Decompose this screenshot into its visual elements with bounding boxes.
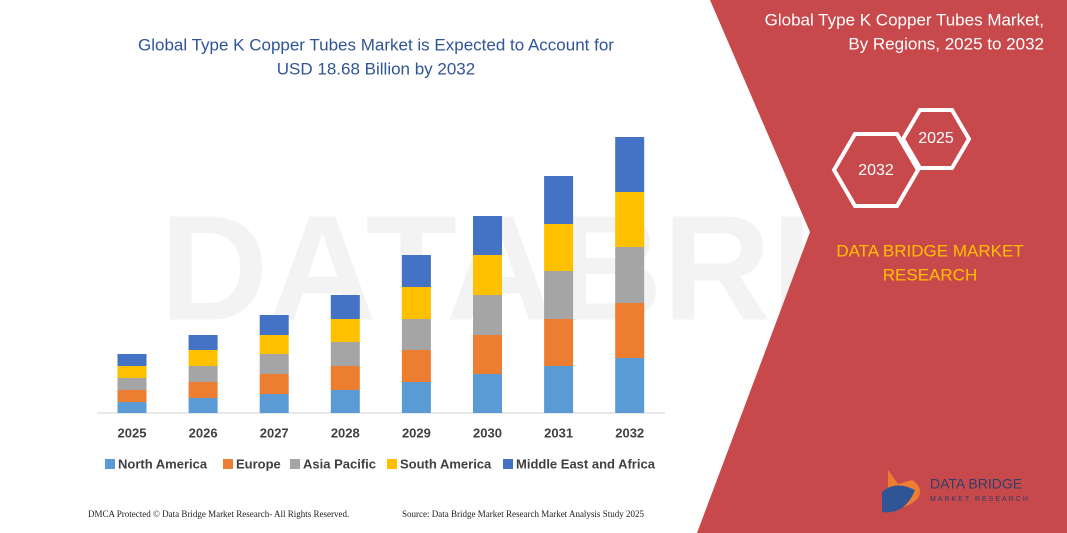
- brand-text: DATA BRIDGE MARKET: [836, 241, 1023, 260]
- x-tick-label: 2030: [473, 425, 502, 440]
- bar-segment: [473, 255, 502, 295]
- bar-segment: [401, 350, 431, 382]
- footer-text: DMCA Protected © Data Bridge Market Rese…: [88, 509, 349, 519]
- bar-segment: [330, 295, 360, 319]
- x-tick-label: 2026: [189, 425, 218, 440]
- bar-segment: [544, 319, 574, 366]
- legend-label: Asia Pacific: [303, 456, 376, 471]
- x-tick-label: 2025: [118, 425, 147, 440]
- bar-segment: [117, 390, 147, 402]
- bar-segment: [330, 319, 360, 342]
- legend-swatch: [105, 459, 115, 469]
- chart-title: USD 18.68 Billion by 2032: [277, 59, 475, 78]
- legend-label: Middle East and Africa: [516, 456, 656, 471]
- x-tick-label: 2032: [615, 425, 644, 440]
- bar-segment: [473, 295, 502, 335]
- bar-segment: [117, 402, 147, 413]
- x-tick-label: 2028: [331, 425, 360, 440]
- legend-swatch: [387, 459, 397, 469]
- bar-segment: [544, 224, 574, 271]
- bar-segment: [473, 374, 502, 413]
- panel-title: Global Type K Copper Tubes Market,: [765, 10, 1044, 29]
- bar-segment: [117, 366, 147, 378]
- bar-segment: [259, 354, 289, 374]
- logo-text: MARKET RESEARCH: [930, 496, 1030, 503]
- bar-segment: [330, 366, 360, 390]
- bar-segment: [188, 335, 218, 350]
- legend-label: Europe: [236, 456, 281, 471]
- legend-swatch: [223, 459, 233, 469]
- bar-segment: [615, 303, 645, 358]
- x-tick-label: 2027: [260, 425, 289, 440]
- bar-segment: [615, 137, 645, 192]
- bar-segment: [117, 354, 147, 366]
- bar-segment: [259, 394, 289, 413]
- bar-segment: [473, 335, 502, 374]
- bar-segment: [259, 374, 289, 394]
- hexagon: [900, 108, 972, 170]
- bar-segment: [188, 350, 218, 366]
- bar-segment: [117, 378, 147, 390]
- hex-label: 2032: [858, 162, 894, 179]
- footer-text: Source: Data Bridge Market Research Mark…: [402, 509, 644, 519]
- logo-text: DATA BRIDGE: [930, 476, 1022, 492]
- bar-segment: [615, 358, 645, 413]
- hexagon: [831, 132, 921, 208]
- bar-segment: [330, 390, 360, 413]
- bar-segment: [401, 255, 431, 287]
- bar-segment: [401, 287, 431, 319]
- x-tick-label: 2031: [544, 425, 573, 440]
- legend-label: South America: [400, 456, 492, 471]
- bar-segment: [330, 342, 360, 366]
- bar-segment: [544, 366, 574, 413]
- side-panel: [697, 0, 1067, 533]
- bar-segment: [473, 216, 502, 255]
- legend-label: North America: [118, 456, 208, 471]
- bar-segment: [401, 319, 431, 350]
- legend-swatch: [290, 459, 300, 469]
- bar-segment: [259, 315, 289, 335]
- bar-segment: [401, 382, 431, 413]
- legend-swatch: [503, 459, 513, 469]
- logo-icon: [882, 485, 915, 513]
- bar-segment: [615, 247, 645, 303]
- hex-label: 2025: [918, 130, 954, 147]
- bar-segment: [188, 398, 218, 413]
- bar-segment: [615, 192, 645, 247]
- bar-segment: [188, 382, 218, 398]
- bar-segment: [188, 366, 218, 382]
- x-tick-label: 2029: [402, 425, 431, 440]
- bar-segment: [259, 335, 289, 354]
- chart-title: Global Type K Copper Tubes Market is Exp…: [138, 35, 614, 54]
- bar-segment: [544, 176, 574, 224]
- bar-segment: [544, 271, 574, 319]
- brand-text: RESEARCH: [883, 265, 977, 284]
- panel-title: By Regions, 2025 to 2032: [848, 34, 1044, 53]
